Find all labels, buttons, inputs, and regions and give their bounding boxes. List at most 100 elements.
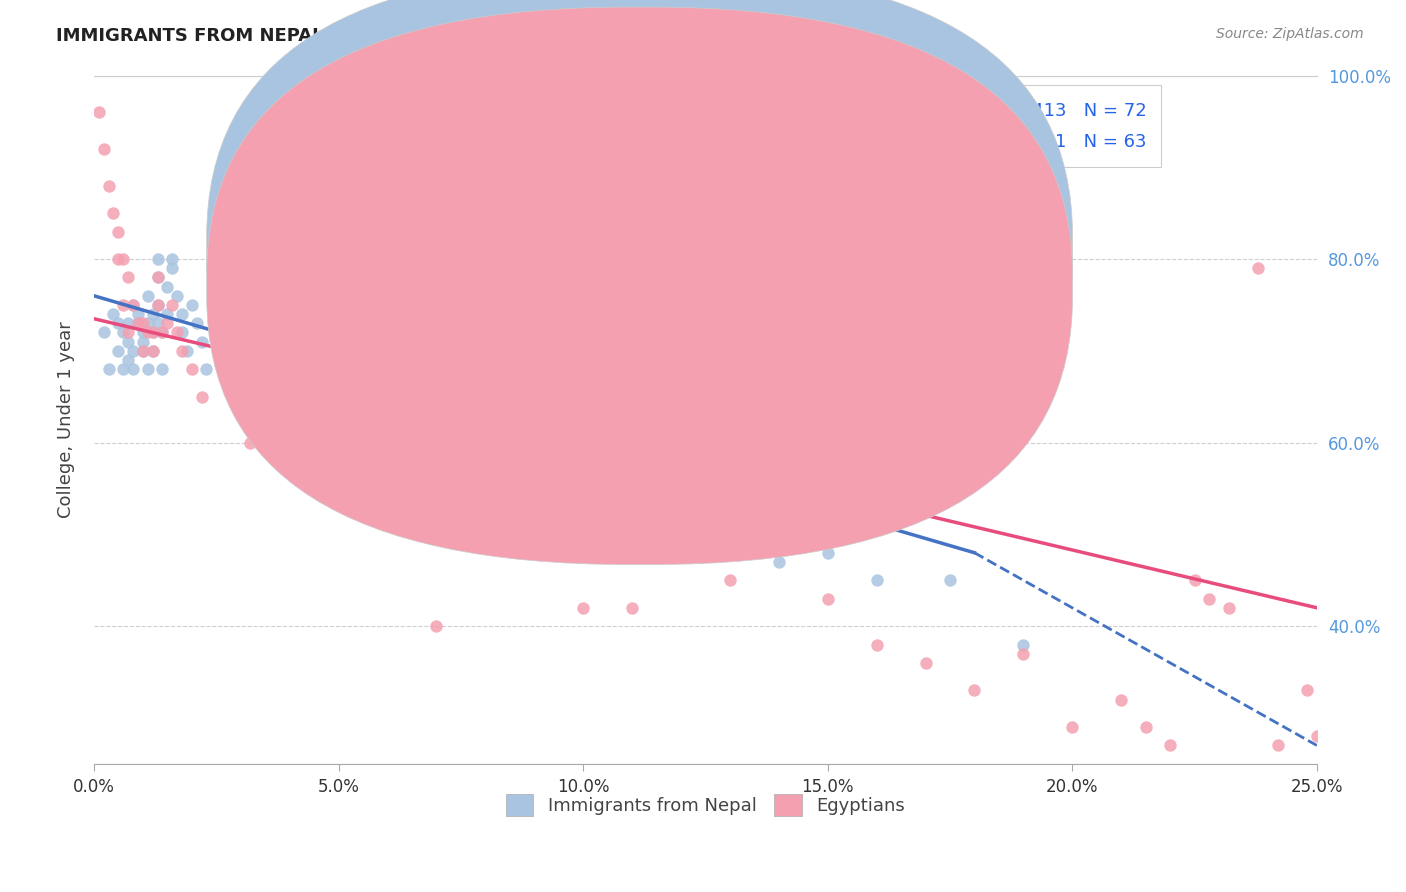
Point	[337, 417, 360, 432]
Point	[146, 298, 169, 312]
Point	[117, 316, 139, 330]
Point	[117, 270, 139, 285]
Point	[1267, 739, 1289, 753]
Point	[865, 574, 887, 588]
Point	[112, 326, 135, 340]
Text: IMMIGRANTS FROM NEPAL VS EGYPTIAN COLLEGE, UNDER 1 YEAR CORRELATION CHART: IMMIGRANTS FROM NEPAL VS EGYPTIAN COLLEG…	[56, 27, 943, 45]
Point	[170, 326, 193, 340]
Point	[352, 390, 374, 404]
Point	[621, 454, 644, 468]
Point	[186, 316, 208, 330]
Point	[180, 298, 202, 312]
Point	[914, 656, 936, 670]
Point	[963, 683, 986, 698]
Point	[1135, 720, 1157, 734]
Point	[1296, 683, 1319, 698]
Point	[127, 316, 149, 330]
Point	[1198, 591, 1220, 606]
Point	[229, 316, 252, 330]
Point	[160, 252, 183, 266]
Point	[112, 252, 135, 266]
Point	[328, 362, 350, 376]
Point	[1159, 739, 1181, 753]
Point	[523, 326, 546, 340]
Point	[142, 326, 165, 340]
Point	[107, 316, 129, 330]
Point	[278, 390, 301, 404]
Point	[377, 408, 399, 422]
Point	[215, 178, 238, 193]
Point	[132, 316, 155, 330]
Point	[523, 500, 546, 514]
Point	[117, 334, 139, 349]
Point	[136, 362, 159, 376]
Text: Source: ZipAtlas.com: Source: ZipAtlas.com	[1216, 27, 1364, 41]
Point	[572, 600, 595, 615]
Point	[132, 326, 155, 340]
Point	[817, 591, 839, 606]
Point	[132, 343, 155, 358]
Point	[768, 555, 790, 569]
Point	[156, 279, 179, 293]
Point	[122, 298, 145, 312]
Point	[572, 435, 595, 450]
Point	[288, 417, 311, 432]
Point	[302, 435, 325, 450]
Point	[107, 225, 129, 239]
Point	[107, 252, 129, 266]
Point	[146, 316, 169, 330]
Point	[160, 298, 183, 312]
Point	[669, 482, 692, 496]
Point	[352, 463, 374, 477]
Point	[156, 316, 179, 330]
Point	[190, 334, 212, 349]
Point	[1109, 692, 1132, 706]
Point	[93, 326, 115, 340]
Point	[136, 316, 159, 330]
Point	[205, 307, 228, 321]
Point	[718, 527, 741, 541]
Point	[142, 343, 165, 358]
Point	[425, 619, 447, 633]
Point	[112, 362, 135, 376]
Point	[302, 408, 325, 422]
Point	[195, 362, 218, 376]
Point	[117, 353, 139, 368]
Point	[205, 316, 228, 330]
Point	[1184, 574, 1206, 588]
Text: ZIPatlas: ZIPatlas	[510, 392, 900, 475]
Point	[176, 343, 198, 358]
Point	[142, 307, 165, 321]
Point	[97, 178, 120, 193]
Y-axis label: College, Under 1 year: College, Under 1 year	[58, 321, 75, 518]
Point	[254, 408, 277, 422]
Point	[122, 298, 145, 312]
Point	[93, 142, 115, 156]
Point	[152, 326, 174, 340]
Point	[180, 362, 202, 376]
Point	[401, 482, 423, 496]
Point	[132, 343, 155, 358]
Point	[87, 105, 110, 120]
Point	[136, 326, 159, 340]
Point	[1012, 647, 1035, 661]
Point	[215, 326, 238, 340]
Point	[401, 435, 423, 450]
Point	[377, 426, 399, 441]
Point	[1218, 600, 1240, 615]
Point	[425, 463, 447, 477]
Point	[718, 574, 741, 588]
Point	[239, 435, 262, 450]
Point	[122, 362, 145, 376]
Point	[219, 343, 242, 358]
Point	[939, 574, 962, 588]
Point	[278, 343, 301, 358]
Point	[156, 307, 179, 321]
Point	[239, 334, 262, 349]
Point	[107, 343, 129, 358]
Point	[269, 435, 291, 450]
Point	[142, 343, 165, 358]
Point	[499, 482, 522, 496]
Point	[103, 206, 125, 220]
Point	[170, 307, 193, 321]
